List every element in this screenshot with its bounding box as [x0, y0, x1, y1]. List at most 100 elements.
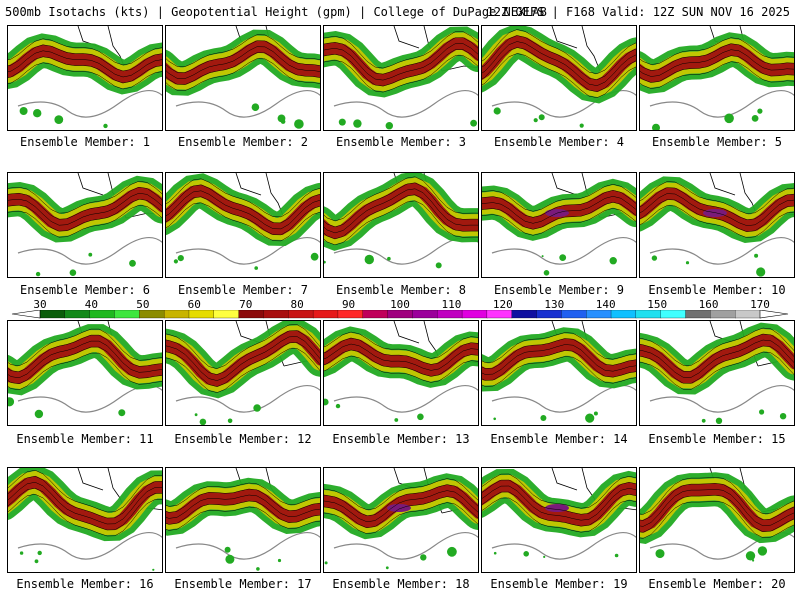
- height-contour: [324, 484, 478, 517]
- legend-swatch: [635, 310, 662, 319]
- isotach-patch: [8, 397, 15, 407]
- height-contour: [482, 53, 636, 98]
- isotach-patch: [152, 568, 155, 571]
- header-run-info: 12Z GEFS | F168 Valid: 12Z SUN NOV 16 20…: [486, 5, 790, 19]
- ensemble-map-panel: [323, 467, 479, 573]
- height-contour: [324, 478, 478, 511]
- isotach-patch: [470, 119, 477, 127]
- height-contour: [482, 47, 636, 92]
- isotach-patch: [19, 107, 28, 115]
- height-contour: [640, 43, 794, 71]
- height-contour: [640, 49, 794, 77]
- legend-swatch: [437, 310, 463, 319]
- height-contour: [482, 479, 636, 515]
- height-contour: [324, 337, 478, 365]
- isotach-patch: [364, 254, 374, 265]
- height-contour: [482, 332, 636, 363]
- isotach-patch: [559, 254, 567, 261]
- ensemble-member-label: Ensemble Member: 15: [648, 432, 786, 446]
- land-outline: [333, 531, 478, 560]
- land-outline: [175, 89, 320, 118]
- land-outline: [17, 89, 162, 118]
- isotach-map: [166, 468, 320, 571]
- ensemble-map-panel: [165, 320, 321, 426]
- ensemble-map-panel: [323, 25, 479, 131]
- ensemble-map-panel: [481, 467, 637, 573]
- height-contour: [324, 49, 478, 87]
- isotach-map: [166, 26, 320, 129]
- isotach-patch: [118, 409, 126, 417]
- legend-swatch: [660, 310, 687, 319]
- isotach-patch: [493, 107, 501, 115]
- height-contour: [640, 483, 794, 521]
- height-contour: [166, 46, 320, 79]
- isotach-patch: [447, 546, 457, 557]
- ensemble-member-label: Ensemble Member: 10: [648, 283, 786, 297]
- isotach-patch: [225, 554, 235, 564]
- height-contour: [324, 200, 478, 246]
- isotach-patch: [34, 409, 44, 419]
- height-contour: [640, 181, 794, 214]
- legend-swatch: [486, 310, 513, 319]
- height-contour: [8, 198, 162, 232]
- ensemble-map-panel: [639, 25, 795, 131]
- land-outline: [491, 236, 636, 265]
- isotach-patch: [129, 259, 136, 267]
- legend-tick-label: 50: [136, 298, 150, 311]
- height-contour: [482, 196, 636, 224]
- legend-swatch: [586, 310, 612, 319]
- legend-swatch: [139, 310, 165, 319]
- ensemble-member-label: Ensemble Member: 2: [177, 135, 309, 149]
- legend-tick-label: 130: [544, 298, 565, 311]
- height-contour: [482, 350, 636, 381]
- height-contour: [482, 356, 636, 387]
- isotach-patch: [335, 403, 341, 409]
- legend-tick-label: 110: [441, 298, 462, 311]
- isotach-patch: [33, 109, 42, 118]
- isotach-patch: [19, 551, 24, 555]
- legend-swatch: [39, 310, 66, 319]
- isotach-patch: [685, 261, 690, 265]
- height-contour: [8, 180, 162, 214]
- height-contour: [482, 41, 636, 86]
- isotach-patch: [35, 271, 41, 277]
- height-contour: [482, 208, 636, 236]
- legend-swatch: [610, 310, 637, 319]
- height-contour: [8, 44, 162, 72]
- height-contour: [640, 495, 794, 533]
- isotach-patch: [751, 115, 759, 122]
- isotach-map: [324, 173, 478, 269]
- legend-swatch: [337, 310, 364, 319]
- height-contour: [166, 348, 320, 393]
- height-contour: [166, 506, 320, 531]
- isotach-patch: [579, 123, 584, 128]
- height-contour: [166, 324, 320, 369]
- isotach-map: [482, 468, 636, 560]
- land-outline: [649, 236, 794, 265]
- ensemble-member-label: Ensemble Member: 12: [174, 432, 312, 446]
- height-contour: [8, 38, 162, 66]
- isotach-patch: [34, 559, 39, 564]
- isotach-patch: [324, 561, 328, 565]
- legend-tick-label: 100: [390, 298, 410, 311]
- ensemble-map-panel: [639, 172, 795, 278]
- isotach-patch: [177, 255, 184, 262]
- height-contour: [482, 202, 636, 230]
- isotach-patch: [385, 122, 393, 130]
- height-contour: [482, 338, 636, 369]
- height-contour: [482, 35, 636, 80]
- height-contour: [8, 62, 162, 90]
- isotach-patch: [37, 550, 42, 556]
- height-contour: [8, 346, 162, 385]
- header-product-title: 500mb Isotachs (kts) | Geopotential Heig…: [5, 5, 547, 19]
- isotach-patch: [779, 413, 787, 420]
- jet-max: [387, 504, 411, 512]
- isotach-patch: [227, 418, 233, 424]
- isotach-map: [324, 321, 478, 422]
- height-contour: [640, 477, 794, 515]
- height-contour: [8, 340, 162, 379]
- legend-tick-label: 60: [187, 298, 201, 311]
- legend-swatch: [89, 310, 116, 319]
- ensemble-map-panel: [481, 172, 637, 278]
- ensemble-member-label: Ensemble Member: 17: [174, 577, 312, 591]
